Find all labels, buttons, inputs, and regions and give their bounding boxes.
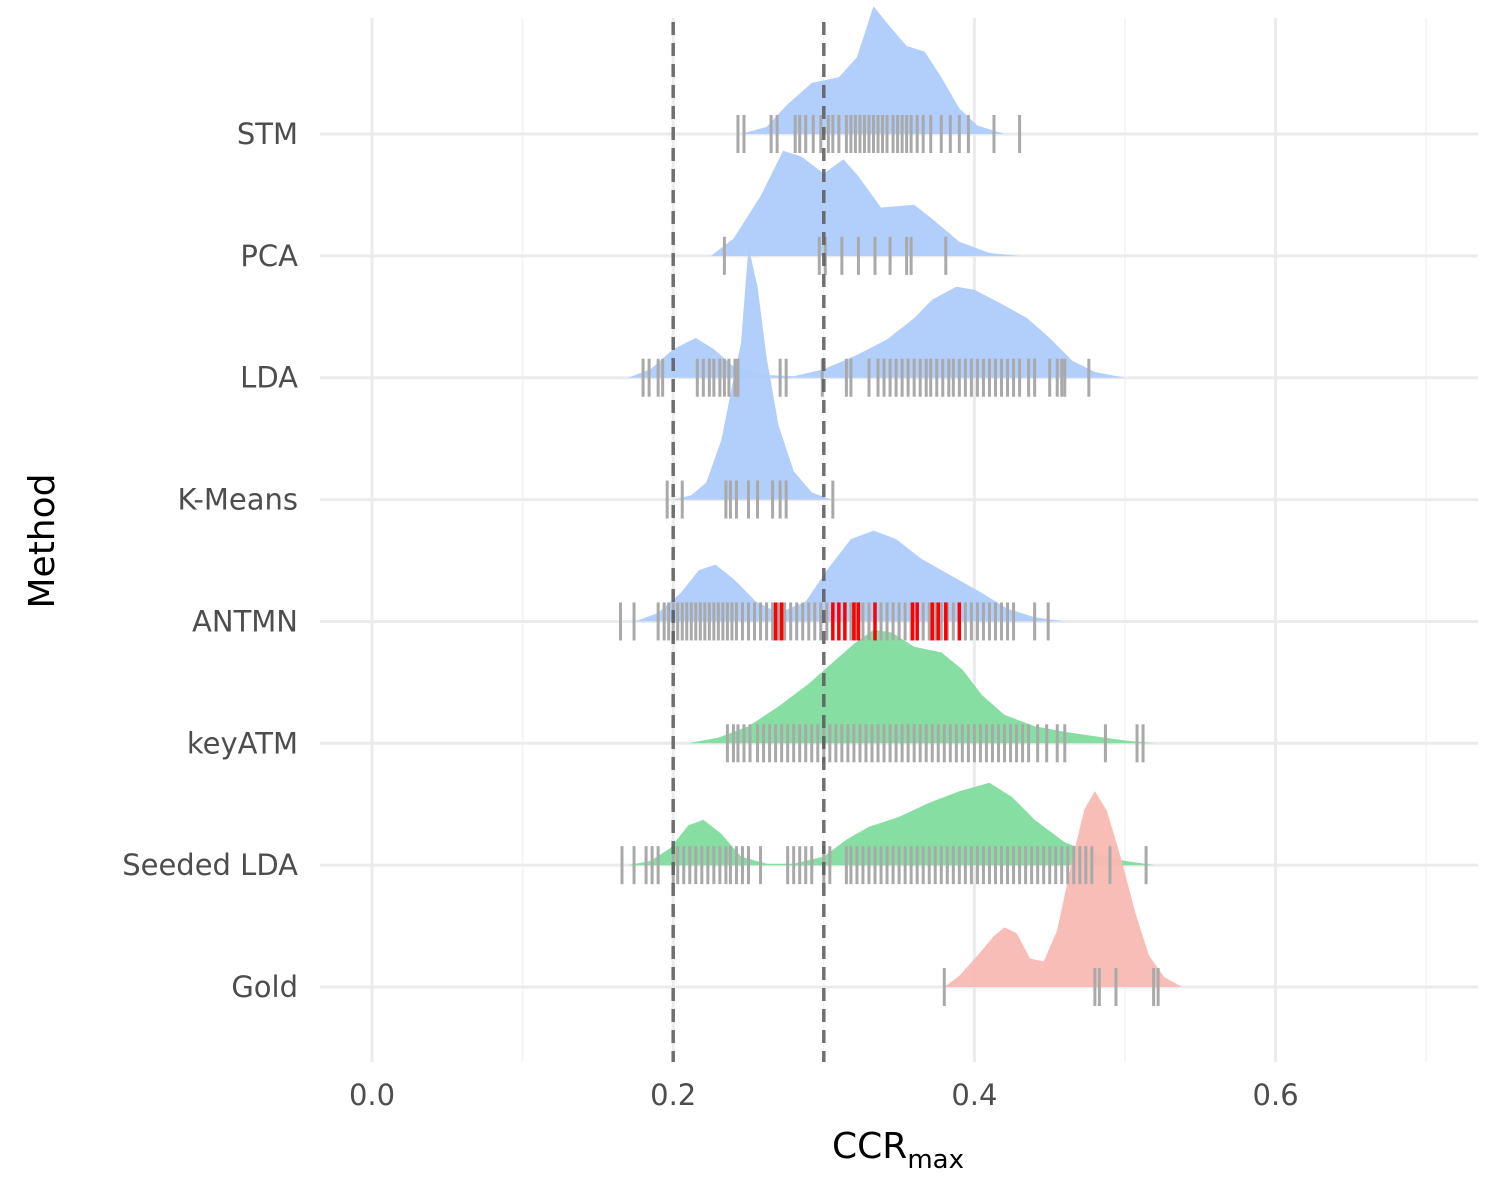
density-ridges <box>628 6 1183 987</box>
x-axis-title-subscript: max <box>907 1145 964 1175</box>
x-tick-label: 0.4 <box>951 1078 997 1112</box>
x-axis-title: CCRmax <box>832 1126 964 1175</box>
y-tick-label: Gold <box>231 970 298 1004</box>
x-tick-label: 0.2 <box>650 1078 696 1112</box>
y-tick-label: Seeded LDA <box>122 848 298 882</box>
density-ridge-antmn <box>635 530 1065 622</box>
density-ridge-keyatm <box>688 629 1156 744</box>
density-ridge-seeded-lda <box>628 782 1156 866</box>
y-tick-label: keyATM <box>187 726 298 760</box>
rug-ticks <box>618 115 1160 1007</box>
density-ridge-stm <box>741 6 1005 135</box>
density-ridge-gold <box>944 791 1183 987</box>
x-tick-label: 0.6 <box>1253 1078 1299 1112</box>
y-tick-label: PCA <box>240 239 298 273</box>
x-tick-labels: 0.0 0.2 0.4 0.6 <box>349 1078 1299 1112</box>
y-tick-label: STM <box>237 117 298 151</box>
grid <box>320 18 1478 1062</box>
y-tick-label: LDA <box>240 361 298 395</box>
x-tick-label: 0.0 <box>349 1078 395 1112</box>
y-tick-labels: STM PCA LDA K-Means ANTMN keyATM Seeded LDA Gol… <box>122 117 298 1004</box>
density-ridge-k-means <box>673 246 832 500</box>
y-tick-label: ANTMN <box>192 604 298 638</box>
x-axis-title-main: CCR <box>832 1126 907 1167</box>
y-tick-label: K-Means <box>177 483 298 517</box>
reference-lines <box>671 22 826 1062</box>
density-ridge-pca <box>710 150 1020 256</box>
y-axis-title: Method <box>22 473 63 608</box>
density-ridge-lda <box>628 286 1125 378</box>
